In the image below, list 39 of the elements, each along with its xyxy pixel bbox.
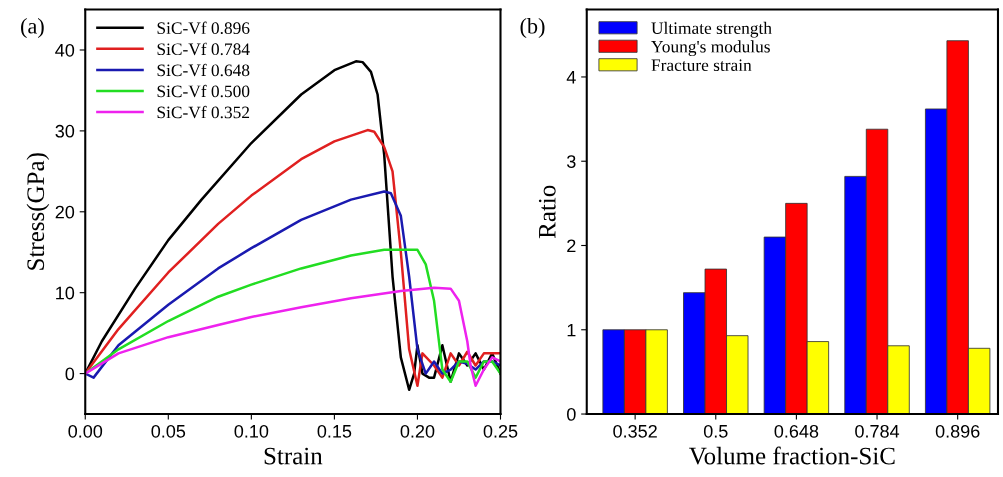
y-axis-title: Ratio (538, 185, 556, 239)
y-tick-label: 4 (566, 71, 576, 84)
legend-label: SiC-Vf 0.648 (157, 63, 250, 77)
line-series (85, 248, 501, 383)
x-axis-title: Strain (264, 447, 323, 465)
legend-label: SiC-Vf 0.500 (157, 84, 250, 98)
y-tick-label: 1 (567, 323, 576, 337)
y-tick-label: 40 (55, 43, 75, 57)
y-tick-label: 0 (567, 407, 576, 421)
line-series (85, 286, 501, 387)
y-tick-label: 20 (55, 205, 75, 219)
y-tick-label: 0 (65, 367, 75, 381)
x-tick-label: 0.10 (234, 424, 269, 438)
x-tick-label: 0.00 (68, 424, 103, 438)
x-tick-label: 0.896 (935, 424, 980, 438)
legend-label: Fracture strain (651, 59, 752, 72)
line-series (85, 128, 501, 387)
y-tick-label: 2 (567, 239, 576, 253)
y-tick-label: 30 (55, 124, 75, 138)
x-tick-label: 0.15 (317, 424, 352, 438)
legend-label: SiC-Vf 0.352 (157, 105, 250, 119)
y-tick-label: 3 (566, 155, 576, 168)
x-axis-title: Volume fraction-SiC (689, 446, 895, 465)
legend-label: SiC-Vf 0.896 (157, 21, 250, 35)
x-tick-label: 0.352 (613, 424, 657, 438)
text: (b) (520, 17, 545, 39)
x-tick-label: 0.5 (703, 424, 728, 438)
line-series (85, 190, 501, 379)
x-tick-label: 0.05 (151, 424, 186, 438)
legend-label: SiC-Vf 0.784 (157, 42, 250, 56)
y-tick-label: 10 (56, 286, 75, 300)
x-tick-label: 0.648 (774, 424, 819, 438)
text: (a) (21, 17, 44, 39)
y-axis-title: Stress(GPa) (26, 153, 50, 270)
legend-label: Young's modulus (651, 40, 770, 57)
legend-label: Ultimate strength (651, 21, 772, 38)
x-tick-label: 0.25 (483, 424, 518, 438)
x-tick-label: 0.784 (855, 424, 900, 438)
x-tick-label: 0.20 (400, 424, 435, 438)
